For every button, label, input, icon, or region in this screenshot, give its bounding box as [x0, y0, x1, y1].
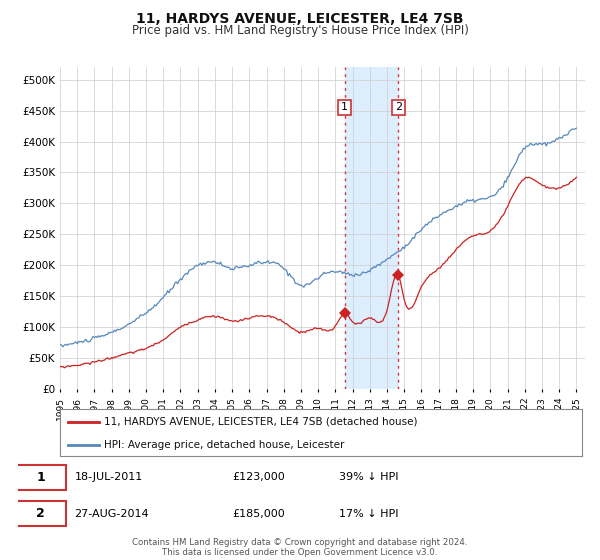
- Text: 39% ↓ HPI: 39% ↓ HPI: [340, 473, 399, 482]
- Text: 11, HARDYS AVENUE, LEICESTER, LE4 7SB (detached house): 11, HARDYS AVENUE, LEICESTER, LE4 7SB (d…: [104, 417, 418, 427]
- Text: £123,000: £123,000: [232, 473, 285, 482]
- Text: Contains HM Land Registry data © Crown copyright and database right 2024.
This d: Contains HM Land Registry data © Crown c…: [132, 538, 468, 557]
- Text: 27-AUG-2014: 27-AUG-2014: [74, 509, 149, 519]
- Text: 17% ↓ HPI: 17% ↓ HPI: [340, 509, 399, 519]
- Bar: [345, 67, 398, 389]
- Text: 11, HARDYS AVENUE, LEICESTER, LE4 7SB: 11, HARDYS AVENUE, LEICESTER, LE4 7SB: [136, 12, 464, 26]
- Text: 2: 2: [36, 507, 45, 520]
- Text: 2: 2: [395, 102, 402, 113]
- FancyBboxPatch shape: [15, 465, 66, 490]
- Text: 1: 1: [341, 102, 348, 113]
- Text: 18-JUL-2011: 18-JUL-2011: [74, 473, 143, 482]
- Text: HPI: Average price, detached house, Leicester: HPI: Average price, detached house, Leic…: [104, 440, 345, 450]
- Text: £185,000: £185,000: [232, 509, 285, 519]
- Text: 1: 1: [36, 471, 45, 484]
- Text: Price paid vs. HM Land Registry's House Price Index (HPI): Price paid vs. HM Land Registry's House …: [131, 24, 469, 37]
- FancyBboxPatch shape: [15, 501, 66, 526]
